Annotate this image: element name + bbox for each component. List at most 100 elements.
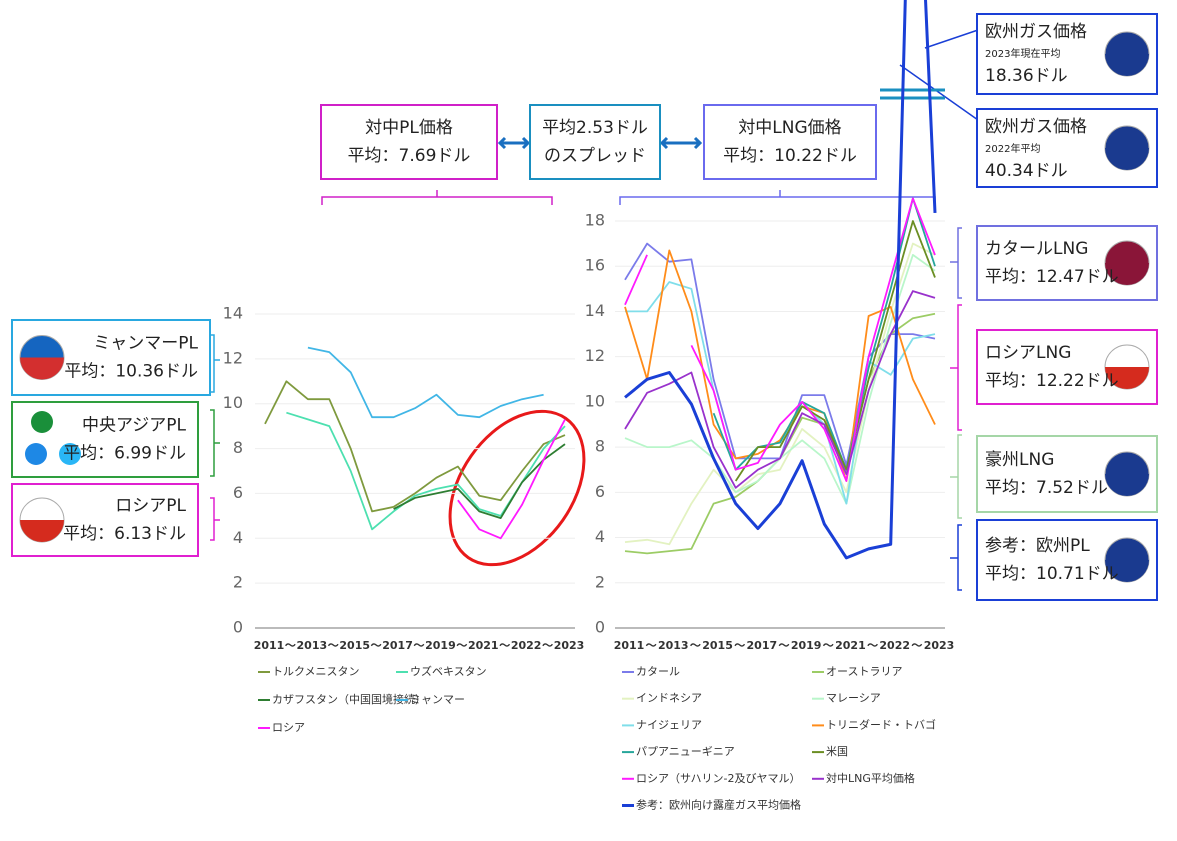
x-tick-label: ～: [646, 639, 657, 652]
callout-text: 平均：7.52ドル: [985, 478, 1108, 498]
x-tick-label: 2022: [879, 639, 910, 652]
bracket: [619, 190, 936, 205]
legend-label: パプアニューギニア: [636, 745, 735, 758]
legend-label: トルクメニスタン: [272, 665, 360, 678]
axis-break: [880, 88, 945, 100]
callout-text: 豪州LNG: [985, 449, 1054, 470]
callout-text: 欧州ガス価格: [985, 22, 1087, 42]
x-tick-label: ～: [328, 639, 339, 652]
x-tick-label: 2015: [339, 639, 370, 652]
legend-label: ロシア（サハリン-2及びヤマル）: [636, 772, 801, 785]
x-tick-label: ～: [867, 639, 878, 652]
flag: [20, 357, 64, 380]
callout-text: 18.36ドル: [985, 66, 1068, 86]
y-tick-label: 10: [223, 393, 243, 412]
callout-text: 平均：12.47ドル: [985, 267, 1119, 287]
y-tick-label: 14: [585, 301, 605, 320]
flag: [1105, 148, 1149, 170]
callout-text: 40.34ドル: [985, 161, 1068, 181]
callout-text: ロシアPL: [115, 496, 186, 516]
callout-box: [320, 104, 498, 180]
flag: [1105, 367, 1149, 389]
x-tick-label: ～: [779, 639, 790, 652]
flag: [20, 520, 64, 542]
callout-text: 2022年平均: [985, 142, 1040, 155]
callout-text: 平均：6.13ドル: [63, 524, 186, 544]
x-tick-label: 2011: [254, 639, 285, 652]
legend-label: トリニダード・トバゴ: [826, 717, 936, 731]
connector: [899, 29, 979, 121]
callout-text: 平均：10.71ドル: [985, 564, 1119, 584]
callout-text: 平均：10.22ドル: [723, 146, 857, 166]
x-tick-label: ～: [911, 639, 922, 652]
callout-text: 平均2.53ドル: [542, 118, 648, 138]
bracket: [210, 334, 220, 393]
series-line: [624, 197, 936, 482]
x-tick-label: 2023: [924, 639, 955, 652]
x-tick-label: ～: [371, 639, 382, 652]
callout-text: 平均：7.69ドル: [348, 146, 471, 166]
y-tick-label: 8: [595, 437, 605, 456]
callout-text: 参考：欧州PL: [985, 536, 1090, 556]
series-line: [734, 220, 936, 482]
legend-label: カザフスタン（中国国境接続）: [272, 692, 426, 706]
callout-box: [529, 104, 661, 180]
callout-text: 対中LNG価格: [738, 118, 841, 138]
x-tick-label: 2013: [658, 639, 689, 652]
x-tick-label: 2023: [554, 639, 585, 652]
y-tick-label: 0: [233, 618, 243, 637]
callout-text: 欧州ガス価格: [985, 117, 1087, 137]
x-tick-label: 2021: [468, 639, 499, 652]
series-line: [457, 418, 566, 540]
y-tick-label: 8: [233, 438, 243, 457]
series-line: [624, 254, 936, 505]
flag: [25, 443, 47, 465]
y-tick-label: 2: [233, 573, 243, 592]
legend-label: 対中LNG平均価格: [826, 771, 915, 785]
callout-text: 2023年現在平均: [985, 47, 1060, 60]
arrow: [497, 136, 531, 150]
legend-label: ロシア: [272, 721, 305, 734]
y-tick-label: 4: [233, 528, 243, 547]
x-tick-label: 2011: [614, 639, 645, 652]
callout-text: 対中PL価格: [365, 118, 453, 138]
x-tick-label: 2022: [511, 639, 542, 652]
series-line: [624, 242, 936, 467]
y-tick-label: 4: [595, 527, 605, 546]
decorations: [210, 29, 979, 591]
callout-text: 平均：12.22ドル: [985, 371, 1119, 391]
callout-text: ロシアLNG: [985, 343, 1071, 363]
flag: [1105, 54, 1149, 76]
legend-label: カタール: [636, 665, 680, 678]
x-tick-label: 2021: [835, 639, 866, 652]
bracket: [950, 304, 962, 431]
arrow: [659, 136, 703, 150]
series-line: [624, 249, 936, 482]
x-tick-label: 2019: [425, 639, 456, 652]
y-tick-label: 0: [595, 618, 605, 637]
y-tick-label: 2: [595, 572, 605, 591]
x-tick-label: ～: [285, 639, 296, 652]
y-tick-label: 6: [233, 483, 243, 502]
flag: [1105, 263, 1149, 285]
x-tick-label: ～: [542, 639, 553, 652]
flag: [1105, 560, 1149, 582]
legend-label: マレーシア: [826, 692, 881, 705]
legend-label: ミャンマー: [410, 693, 465, 706]
x-tick-label: 2017: [382, 639, 413, 652]
bracket: [321, 190, 553, 205]
flag: [1105, 474, 1149, 496]
x-tick-label: 2015: [702, 639, 733, 652]
callout-text: 中央アジアPL: [82, 416, 187, 436]
legend-label: オーストラリア: [826, 665, 902, 678]
legend-label: 米国: [826, 745, 848, 758]
x-tick-label: ～: [456, 639, 467, 652]
bracket: [210, 409, 220, 477]
callout-box: [976, 519, 1158, 601]
callout-text: カタールLNG: [985, 239, 1088, 259]
x-tick-label: 2013: [297, 639, 328, 652]
series-line: [307, 346, 544, 419]
bracket: [210, 497, 220, 541]
